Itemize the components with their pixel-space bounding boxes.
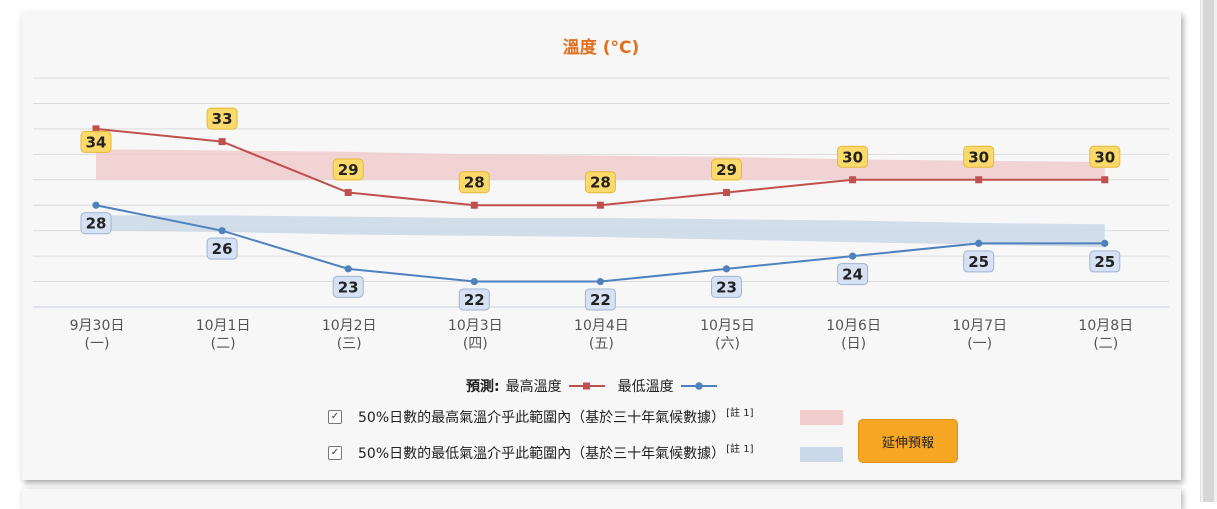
data-labels: 34 33 29 28 28 29 30 30 30 28 26 23 22 22 23 24 25 25 [80,107,1121,311]
x-tick-date: 9月30日 [70,318,125,334]
chart-title: 溫度 (°C) [563,37,639,58]
x-tick-weekday: (五) [589,336,614,352]
x-tick-date: 10月3日 [448,318,503,334]
max-label-box [837,145,869,168]
legend-max-swatch [568,382,605,390]
max-label-box [584,171,616,194]
min-point [92,201,100,209]
max-point [849,176,857,184]
min-point [470,277,478,286]
min-label-box [963,250,995,273]
min-label: 23 [338,278,359,296]
max-band-note[interactable]: [註 1] [726,407,754,419]
min-point [344,265,352,273]
max-band-legend[interactable]: ✓ 50%日數的最高氣溫介乎此範圍內（基於三十年氣候數據） [註 1] [328,406,753,428]
min-label: 22 [590,291,611,309]
min-label: 23 [716,278,737,296]
min-label: 25 [1094,253,1115,271]
series-lines [92,125,1109,286]
min-label: 25 [968,253,989,271]
x-tick-date: 10月5日 [700,318,755,334]
band-area-1 [96,215,1105,248]
min-point [596,277,605,286]
x-axis-labels: 9月30日 (一) 10月1日 (二) 10月2日 (三) 10月3日 (四) 10月4日 (五)… [70,318,1134,352]
max-label-box [711,158,742,181]
min-band-note[interactable]: [註 1] [726,443,754,455]
x-tick-date: 10月1日 [196,318,251,334]
x-tick-weekday: (四) [463,336,488,352]
max-point [344,189,352,196]
x-tick-weekday: (二) [211,336,236,352]
max-label-box [80,130,112,153]
max-point [470,201,478,209]
max-label-box [206,107,238,130]
min-label-box [584,288,616,311]
x-tick-date: 10月4日 [574,318,629,334]
min-band-legend[interactable]: ✓ 50%日數的最低氣溫介乎此範圍內（基於三十年氣候數據） [註 1] [328,442,753,464]
legend-min-swatch [680,382,717,390]
max-band-checkbox[interactable]: ✓ [328,410,342,424]
max-label: 30 [968,148,989,166]
min-label-box [711,275,742,298]
min-point [975,239,983,247]
min-point [849,252,857,260]
x-tick-date: 10月7日 [952,318,1007,334]
min-label-box [458,288,490,311]
max-label: 29 [338,161,359,179]
max-label-box [458,171,490,194]
x-tick-date: 10月2日 [322,318,377,334]
series-legend: 預測: 最高溫度 最低溫度 [466,376,718,396]
max-label-box [332,158,364,181]
legend-min-label: 最低溫度 [617,379,674,395]
min-point [218,227,226,235]
legend-max-label: 最高溫度 [505,379,562,395]
min-point [722,265,731,273]
min-label: 28 [86,215,107,233]
min-point [1101,239,1109,247]
max-label-box [1089,145,1121,168]
max-point [975,176,983,184]
max-point [218,138,226,146]
climate-bands [96,149,1105,248]
min-label-box [332,275,364,298]
max-point [596,201,604,209]
min-label: 24 [842,266,863,284]
x-tick-weekday: (一) [85,336,110,352]
x-tick-date: 10月6日 [826,318,881,334]
x-tick-date: 10月8日 [1078,318,1133,334]
max-label: 28 [590,174,611,192]
min-band-swatch [800,447,843,462]
min-band-checkbox[interactable]: ✓ [328,446,342,460]
legend-prefix: 預測: [466,379,500,395]
max-label: 33 [212,110,233,128]
max-point [92,125,100,133]
x-tick-weekday: (日) [841,336,866,352]
min-label: 26 [212,240,233,258]
min-band-text: 50%日數的最低氣溫介乎此範圍內（基於三十年氣候數據） [358,446,726,462]
max-label: 34 [86,133,107,151]
min-label-box [837,263,869,286]
min-label-box [206,237,238,260]
x-tick-weekday: (六) [715,336,740,352]
min-label-box [80,212,112,235]
max-band-text: 50%日數的最高氣溫介乎此範圍內（基於三十年氣候數據） [358,410,726,426]
x-tick-weekday: (三) [337,336,362,352]
max-label: 30 [842,148,863,166]
min-label-box [1089,250,1121,273]
max-label: 29 [716,161,737,179]
max-label: 30 [1094,148,1115,166]
max-label-box [963,145,995,168]
scrollbar-thumb[interactable] [1203,0,1214,502]
extend-forecast-button[interactable]: 延伸預報 [858,419,958,463]
x-tick-weekday: (二) [1093,336,1118,352]
min-label: 22 [464,291,485,309]
max-point [1101,176,1109,184]
max-label: 28 [464,174,485,192]
x-tick-weekday: (一) [967,336,992,352]
max-point [723,189,730,196]
max-band-swatch [800,410,843,425]
